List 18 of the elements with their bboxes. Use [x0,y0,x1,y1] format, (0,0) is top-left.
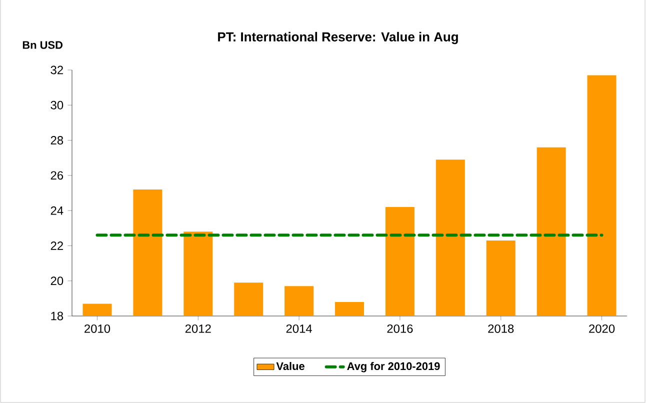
chart-title: PT: International Reserve: Value in Aug [218,32,458,44]
y-tick-label: 28 [50,136,64,145]
x-tick-label: 2020 [589,324,615,333]
x-tick-label: 2010 [84,324,110,333]
x-tick-label: 2016 [387,324,413,333]
legend-label: Avg for 2010-2019 [347,362,440,372]
y-axis-title: Bn USD [22,41,63,49]
x-tick-label: 2012 [185,324,211,333]
x-tick-label: 2018 [488,324,514,333]
y-tick-label: 22 [50,242,63,250]
y-tick-label: 20 [50,276,64,286]
y-tick-label: 26 [50,171,64,180]
y-tick-label: 18 [51,312,64,320]
legend-label: Value [276,362,304,370]
x-tick-label: 2014 [286,324,312,333]
y-tick-label: 30 [50,100,64,110]
y-tick-label: 24 [50,206,64,215]
y-tick-label: 32 [50,66,63,74]
